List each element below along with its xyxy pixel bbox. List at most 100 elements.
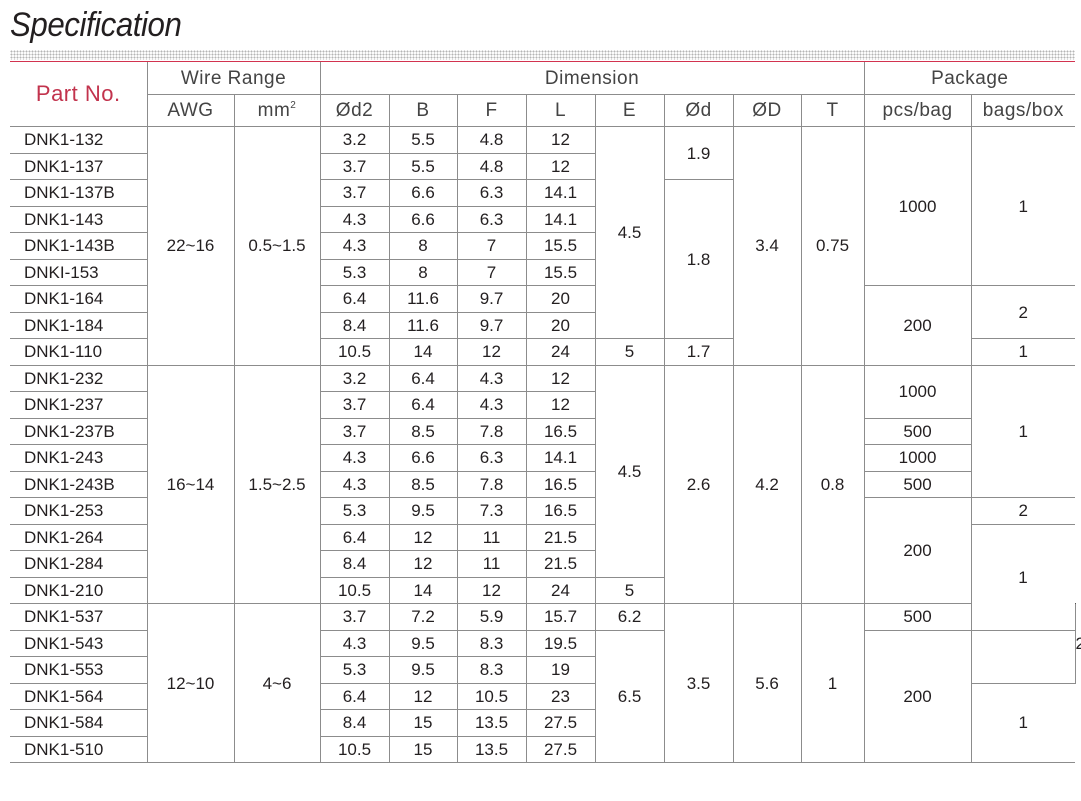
cell-l: 19 (525, 656, 596, 684)
cell-bags-box: 1 (970, 364, 1076, 498)
cell-d2: 3.7 (319, 152, 390, 180)
cell-b: 12 (388, 523, 458, 551)
page-title: Specification (10, 6, 182, 44)
cell-b: 9.5 (388, 629, 458, 657)
header-part-no: Part No. (10, 62, 148, 127)
cell-d: 2.6 (663, 364, 734, 604)
cell-d2: 6.4 (319, 285, 390, 313)
header-t: T (800, 94, 865, 127)
cell-pcs-bag: 1000 (863, 126, 972, 286)
cell-f: 6.3 (456, 205, 527, 233)
cell-b: 15 (388, 735, 458, 763)
cell-b: 8.5 (388, 417, 458, 445)
header-wire-range: Wire Range (146, 62, 321, 95)
cell-part: DNK1-164 (10, 285, 148, 313)
cell-l: 20 (525, 311, 596, 339)
cell-bags-box: 1 (970, 682, 1076, 763)
header-package: Package (863, 62, 1076, 95)
cell-d2: 4.3 (319, 444, 390, 472)
cell-b: 6.6 (388, 444, 458, 472)
cell-l: 15.7 (525, 603, 596, 631)
cell-f: 9.7 (456, 285, 527, 313)
mm2-label: mm (257, 100, 291, 121)
cell-l: 12 (525, 364, 596, 392)
cell-l: 16.5 (525, 497, 596, 525)
cell-l: 27.5 (525, 735, 596, 763)
cell-b: 14 (388, 338, 458, 366)
table-row: DNK1-537 12~10 4~6 3.7 7.2 5.9 15.7 6.2 … (10, 603, 1081, 763)
cell-d2: 8.4 (319, 709, 390, 737)
table-row: DNK1-137 3.7 5.5 4.8 12 (10, 152, 1075, 180)
cell-d: 1.9 (663, 126, 734, 180)
cell-f: 13.5 (456, 735, 527, 763)
cell-l: 19.5 (525, 629, 596, 657)
cell-d2: 5.3 (319, 497, 390, 525)
cell-f: 4.8 (456, 126, 527, 154)
cell-pcs-bag: 200 (863, 629, 972, 763)
cell-part: DNK1-537 (10, 603, 148, 631)
cell-pcs-bag: 200 (863, 497, 972, 604)
cell-e: 6.2 (594, 603, 665, 631)
cell-d2: 4.3 (319, 629, 390, 657)
cell-b: 9.5 (388, 656, 458, 684)
cell-d2: 3.2 (319, 126, 390, 154)
cell-part: DNK1-243B (10, 470, 148, 498)
cell-dd: 5.6 (732, 603, 802, 763)
cell-awg: 22~16 (146, 126, 235, 366)
cell-d: 1.7 (663, 338, 734, 366)
cell-bags-box: 1 (970, 338, 1076, 366)
cell-f: 9.7 (456, 311, 527, 339)
cell-f: 13.5 (456, 709, 527, 737)
part-no-label: Part No. (35, 81, 121, 106)
header-dd: ØD (732, 94, 802, 127)
cell-b: 14 (388, 576, 458, 604)
cell-f: 11 (456, 550, 527, 578)
cell-mm2: 0.5~1.5 (233, 126, 321, 366)
cell-b: 12 (388, 682, 458, 710)
header-awg: AWG (146, 94, 235, 127)
header-d2: Ød2 (319, 94, 390, 127)
cell-l: 14.1 (525, 179, 596, 207)
cell-part: DNK1-510 (10, 735, 148, 763)
cell-f: 5.9 (456, 603, 527, 631)
table-row: DNK1-210 10.5 14 12 24 5 (10, 576, 1075, 604)
cell-l: 14.1 (525, 205, 596, 233)
cell-part: DNK1-137B (10, 179, 148, 207)
cell-d2: 3.7 (319, 603, 390, 631)
table-row: DNK1-510 10.5 15 13.5 27.5 (10, 735, 1075, 763)
header-bags-box: bags/box (970, 94, 1076, 127)
cell-d2: 3.7 (319, 417, 390, 445)
cell-l: 16.5 (525, 470, 596, 498)
table-row: DNK1-284 8.4 12 11 21.5 (10, 550, 1075, 578)
header-pcs-bag: pcs/bag (863, 94, 972, 127)
cell-f: 10.5 (456, 682, 527, 710)
cell-d2: 4.3 (319, 205, 390, 233)
cell-mm2: 4~6 (233, 603, 321, 763)
cell-d2: 10.5 (319, 338, 390, 366)
header-b: B (388, 94, 458, 127)
cell-pcs-bag: 1000 (863, 364, 972, 419)
cell-part: DNK1-243 (10, 444, 148, 472)
cell-dd: 4.2 (732, 364, 802, 604)
cell-l: 14.1 (525, 444, 596, 472)
cell-bags-box: 2 (970, 497, 1076, 525)
cell-part: DNK1-264 (10, 523, 148, 551)
cell-b: 5.5 (388, 152, 458, 180)
cell-b: 8 (388, 232, 458, 260)
cell-d2: 6.4 (319, 682, 390, 710)
table-row: DNK1-237B 3.7 8.5 7.8 16.5 500 (10, 417, 1075, 445)
cell-part: DNK1-143 (10, 205, 148, 233)
cell-f: 7.8 (456, 417, 527, 445)
cell-d: 3.5 (663, 603, 734, 763)
table-row: DNK1-237 3.7 6.4 4.3 12 (10, 391, 1075, 419)
cell-b: 5.5 (388, 126, 458, 154)
cell-d2: 3.7 (319, 179, 390, 207)
cell-part: DNK1-232 (10, 364, 148, 392)
cell-b: 11.6 (388, 285, 458, 313)
cell-d2: 6.4 (319, 523, 390, 551)
cell-awg: 16~14 (146, 364, 235, 604)
cell-b: 12 (388, 550, 458, 578)
cell-bags-box: 2 (970, 285, 1076, 339)
table-row: DNK1-264 6.4 12 11 21.5 1 (10, 523, 1076, 631)
cell-f: 7 (456, 258, 527, 286)
